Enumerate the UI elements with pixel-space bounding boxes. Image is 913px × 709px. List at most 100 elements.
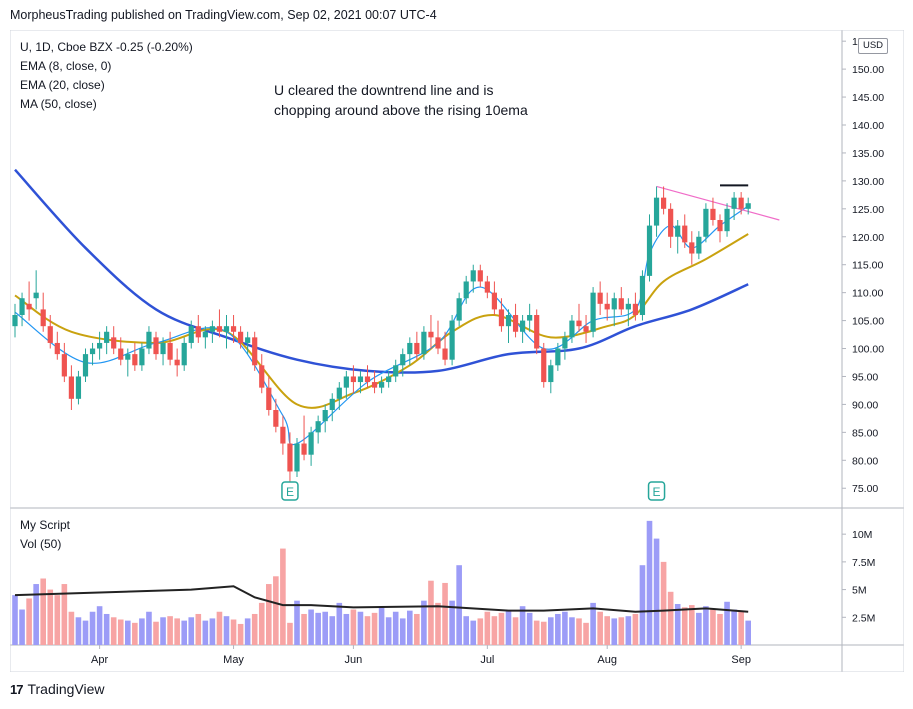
- volume-bar: [96, 606, 103, 645]
- volume-bar: [266, 584, 272, 645]
- candle-body: [512, 315, 519, 332]
- candle-body: [393, 365, 399, 377]
- candle-body: [576, 320, 582, 327]
- volume-bar: [745, 620, 751, 645]
- time-tick-label: Jun: [345, 654, 363, 666]
- candle-body: [675, 225, 681, 237]
- candle-body: [484, 281, 490, 293]
- volume-bar: [132, 622, 138, 645]
- time-tick-label: Sep: [731, 654, 751, 666]
- volume-bar: [519, 606, 526, 645]
- volume-bar: [583, 622, 589, 645]
- candle-body: [555, 348, 561, 366]
- price-tick-label: 75.00: [852, 483, 878, 495]
- candle-body: [682, 225, 688, 243]
- candle-body: [223, 326, 230, 332]
- volume-bar: [181, 620, 187, 645]
- volume-bar: [258, 602, 265, 645]
- candle-body: [618, 298, 624, 310]
- volume-bar: [294, 600, 300, 645]
- candle-body: [421, 331, 427, 355]
- candle-body: [315, 421, 321, 433]
- volume-bar: [421, 600, 427, 645]
- earnings-marker: E: [281, 481, 299, 501]
- candle-body: [477, 270, 483, 282]
- candle-body: [724, 208, 730, 232]
- candle-body: [118, 348, 124, 360]
- candle-body: [520, 320, 526, 332]
- candle-body: [456, 298, 462, 321]
- candle-body: [266, 387, 272, 410]
- volume-bar: [12, 595, 18, 645]
- candle-body: [153, 337, 159, 355]
- volume-bar: [604, 616, 610, 645]
- volume-bar: [364, 616, 371, 645]
- ma50-label: MA (50, close): [20, 97, 97, 111]
- volume-bar: [484, 611, 491, 645]
- volume-bar: [350, 609, 357, 645]
- volume-bar: [103, 613, 110, 645]
- volume-bar: [47, 589, 54, 645]
- volume-bar: [216, 611, 223, 645]
- candle-body: [625, 303, 631, 310]
- price-tick-label: 90.00: [852, 399, 878, 411]
- volume-bar: [153, 621, 159, 645]
- price-tick-label: 125.00: [852, 204, 884, 216]
- volume-bar: [287, 622, 293, 645]
- candle-body: [322, 410, 328, 422]
- candle-body: [273, 410, 279, 427]
- candle-body: [428, 331, 434, 338]
- volume-bar: [562, 611, 568, 645]
- volume-bar: [322, 611, 328, 645]
- candle-body: [329, 398, 335, 410]
- candle-body: [463, 281, 469, 299]
- volume-tick-label: 5M: [852, 585, 867, 597]
- candle-body: [259, 365, 265, 388]
- candle-body: [82, 354, 89, 377]
- candle-body: [61, 354, 67, 377]
- volume-bar: [442, 582, 448, 645]
- volume-bar: [526, 612, 533, 645]
- candle-body: [104, 331, 110, 343]
- volume-bar: [463, 616, 469, 645]
- volume-bar: [315, 612, 321, 645]
- volume-bar: [188, 617, 195, 645]
- volume-bar: [329, 616, 336, 645]
- candle-body: [357, 376, 364, 383]
- volume-bar: [54, 595, 61, 645]
- candle-body: [400, 354, 406, 366]
- candle-body: [280, 426, 286, 444]
- currency-badge[interactable]: USD: [858, 38, 888, 54]
- candle-body: [188, 326, 194, 343]
- volume-bar: [308, 609, 314, 645]
- candle-body: [75, 376, 82, 399]
- ma50-line: [14, 168, 749, 374]
- volume-bar: [146, 611, 152, 645]
- volume-bar: [660, 561, 667, 645]
- volume-bar: [674, 603, 681, 645]
- candle-body: [696, 236, 702, 254]
- candle-body: [230, 326, 237, 332]
- candle-body: [689, 242, 695, 254]
- volume-bar: [456, 565, 462, 645]
- candle-body: [703, 208, 709, 237]
- candlestick-chart[interactable]: EE 155.00150.00145.00140.00135.00130.001…: [9, 29, 905, 673]
- price-tick-label: 115.00: [852, 260, 883, 272]
- volume-bar: [68, 611, 75, 645]
- volume-bar: [548, 617, 554, 645]
- candle-body: [308, 432, 314, 455]
- volume-bar: [667, 591, 674, 645]
- volume-bar: [89, 611, 96, 645]
- candle-body: [26, 303, 32, 310]
- candle-body: [12, 315, 18, 327]
- volume-bar: [407, 610, 413, 645]
- tradingview-logo[interactable]: 17 TradingView: [10, 681, 105, 697]
- volume-tick-label: 7.5M: [852, 557, 875, 569]
- candle-body: [668, 208, 674, 237]
- candle-body: [209, 326, 215, 332]
- chart-frame[interactable]: EE 155.00150.00145.00140.00135.00130.001…: [9, 29, 905, 673]
- volume-bar: [167, 616, 173, 645]
- volume-bar: [653, 538, 660, 645]
- volume-bar: [385, 617, 392, 645]
- volume-bar: [251, 613, 258, 645]
